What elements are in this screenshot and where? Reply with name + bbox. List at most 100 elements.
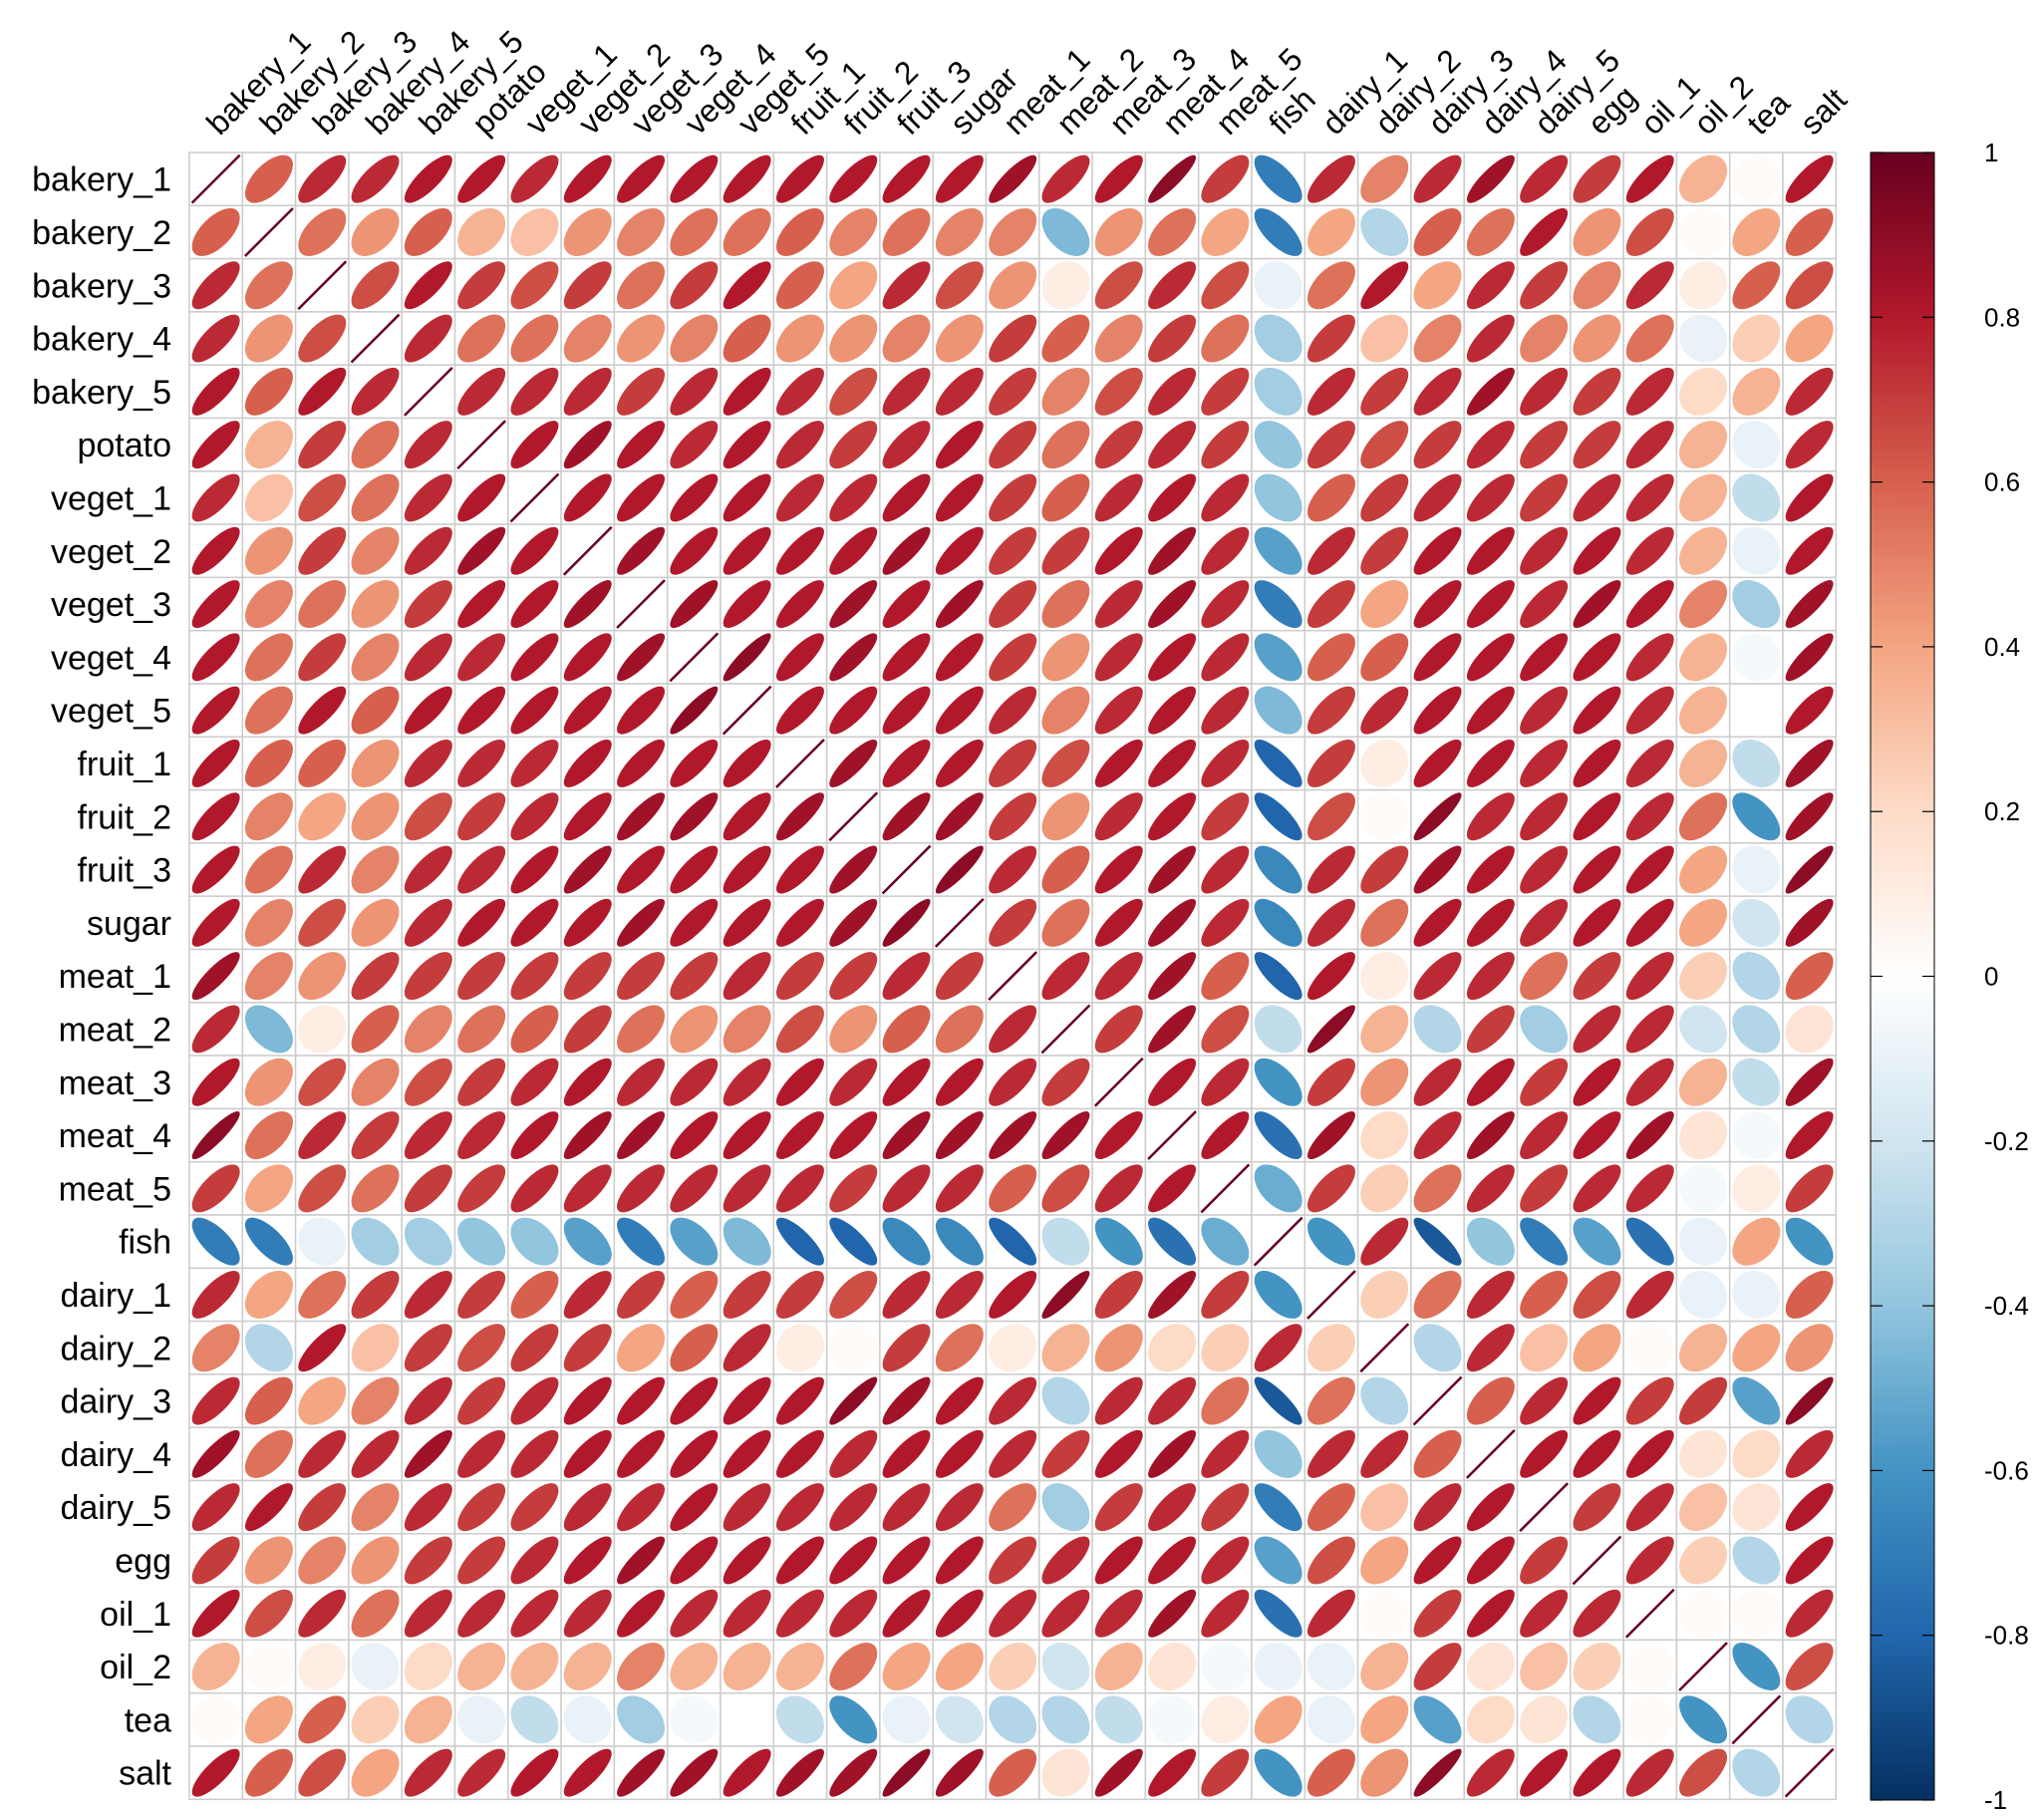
correlation-ellipse <box>510 154 559 203</box>
correlation-ellipse <box>617 473 666 522</box>
correlation-ellipse <box>882 792 931 841</box>
correlation-ellipse <box>404 473 452 522</box>
correlation-ellipse <box>1625 1695 1674 1744</box>
correlation-ellipse <box>723 1643 771 1691</box>
correlation-ellipse <box>1094 207 1143 256</box>
correlation-ellipse <box>351 898 400 947</box>
correlation-ellipse <box>829 1695 878 1744</box>
correlation-ellipse <box>1041 154 1090 203</box>
correlation-ellipse <box>1254 367 1303 416</box>
correlation-ellipse <box>244 739 293 787</box>
correlation-ellipse <box>404 1376 452 1425</box>
correlation-ellipse <box>457 1217 506 1266</box>
correlation-ellipse <box>1306 526 1355 575</box>
correlation-ellipse <box>1148 526 1197 575</box>
correlation-ellipse <box>882 473 931 522</box>
correlation-ellipse <box>935 1324 984 1372</box>
row-labels: bakery_1 bakery_2 bakery_3 bakery_4 bakery_5… <box>32 161 171 1793</box>
correlation-ellipse <box>882 952 931 1001</box>
correlation-ellipse <box>1201 1058 1250 1106</box>
correlation-ellipse <box>404 898 452 947</box>
correlation-ellipse <box>298 845 347 894</box>
correlation-ellipse <box>1253 1216 1304 1267</box>
correlation-ellipse <box>1413 686 1462 735</box>
correlation-ellipse <box>1466 633 1515 682</box>
correlation-ellipse <box>1041 1217 1090 1266</box>
correlation-ellipse <box>882 686 931 735</box>
correlation-ellipse <box>563 1324 612 1372</box>
correlation-ellipse <box>1679 898 1728 947</box>
correlation-ellipse <box>829 1589 878 1638</box>
correlation-ellipse <box>351 686 400 735</box>
correlation-ellipse <box>457 1589 506 1638</box>
correlation-ellipse <box>510 898 559 947</box>
correlation-ellipse <box>723 154 771 203</box>
correlation-ellipse <box>1785 792 1834 841</box>
correlation-ellipse <box>298 1695 347 1744</box>
correlation-ellipse <box>882 207 931 256</box>
correlation-ellipse <box>1732 686 1781 735</box>
correlation-ellipse <box>1625 580 1674 629</box>
correlation-ellipse <box>617 1589 666 1638</box>
correlation-ellipse <box>1625 1005 1674 1054</box>
correlation-ellipse <box>1306 580 1355 629</box>
correlation-ellipse <box>1466 1111 1515 1160</box>
correlation-ellipse <box>1732 580 1781 629</box>
correlation-ellipse <box>670 1429 719 1478</box>
correlation-ellipse <box>1785 261 1834 310</box>
correlation-ellipse <box>1732 845 1781 894</box>
correlation-ellipse <box>298 154 347 203</box>
correlation-ellipse <box>670 1270 719 1319</box>
correlation-ellipse <box>1413 1695 1462 1744</box>
correlation-ellipse <box>1094 792 1143 841</box>
correlation-ellipse <box>1732 1005 1781 1054</box>
correlation-ellipse <box>563 633 612 682</box>
correlation-ellipse <box>1573 633 1621 682</box>
correlation-ellipse <box>191 739 240 787</box>
correlation-ellipse <box>617 686 666 735</box>
correlation-ellipse <box>1094 1483 1143 1532</box>
correlation-ellipse <box>1466 1270 1515 1319</box>
correlation-ellipse <box>191 314 240 363</box>
correlation-ellipse <box>563 367 612 416</box>
correlation-ellipse <box>244 473 293 522</box>
correlation-ellipse <box>1040 1004 1091 1055</box>
correlation-ellipse <box>670 952 719 1001</box>
correlation-ellipse <box>457 473 506 522</box>
correlation-ellipse <box>775 1270 824 1319</box>
correlation-ellipse <box>404 845 452 894</box>
correlation-ellipse <box>989 314 1037 363</box>
correlation-ellipse <box>1148 1589 1197 1638</box>
correlation-ellipse <box>191 1111 240 1160</box>
correlation-ellipse <box>1094 421 1143 469</box>
correlation-ellipse <box>881 844 932 895</box>
correlation-ellipse <box>882 1483 931 1532</box>
correlation-ellipse <box>989 1111 1037 1160</box>
correlation-ellipse <box>1148 154 1197 203</box>
correlation-ellipse <box>563 952 612 1001</box>
correlation-ellipse <box>1148 1005 1197 1054</box>
correlation-ellipse <box>1148 473 1197 522</box>
correlation-ellipse <box>829 421 878 469</box>
correlation-ellipse <box>1520 473 1569 522</box>
correlation-ellipse <box>1732 952 1781 1001</box>
correlation-ellipse <box>1679 1270 1728 1319</box>
correlation-ellipse <box>1041 1164 1090 1213</box>
correlation-ellipse <box>510 1536 559 1585</box>
correlation-ellipse <box>1785 1643 1834 1691</box>
correlation-ellipse <box>351 1695 400 1744</box>
row-label: bakery_1 <box>32 161 171 199</box>
correlation-ellipse <box>1573 1111 1621 1160</box>
correlation-ellipse <box>1360 473 1409 522</box>
correlation-ellipse <box>1360 1058 1409 1106</box>
correlation-ellipse <box>882 633 931 682</box>
correlation-ellipse <box>1306 1324 1355 1372</box>
correlation-ellipse <box>775 1483 824 1532</box>
correlation-ellipse <box>404 207 452 256</box>
correlation-ellipse <box>191 898 240 947</box>
correlation-ellipse <box>1254 792 1303 841</box>
correlation-ellipse <box>1148 314 1197 363</box>
correlation-ellipse <box>1094 1695 1143 1744</box>
correlation-ellipse <box>723 1429 771 1478</box>
correlation-ellipse <box>1679 526 1728 575</box>
